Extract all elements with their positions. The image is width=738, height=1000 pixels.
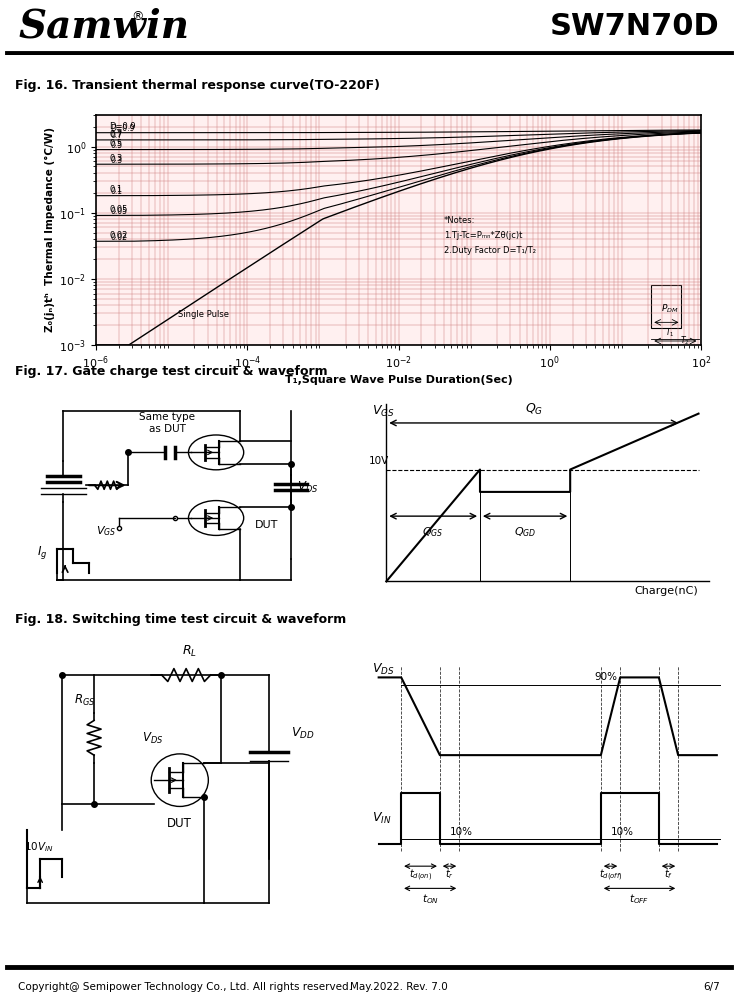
Text: 0.02: 0.02 xyxy=(109,231,128,240)
Text: Same type: Same type xyxy=(139,412,196,422)
Y-axis label: Z₀(jₙ)tʰ  Thermal Impedance (°C/W): Z₀(jₙ)tʰ Thermal Impedance (°C/W) xyxy=(45,127,55,332)
Text: D=0.9: D=0.9 xyxy=(111,124,135,133)
Text: $t_{OFF}$: $t_{OFF}$ xyxy=(630,892,649,906)
Text: $t_{d(on)}$: $t_{d(on)}$ xyxy=(409,867,432,883)
Text: $V_{GS}$: $V_{GS}$ xyxy=(95,524,116,538)
Text: $t_{ON}$: $t_{ON}$ xyxy=(421,892,438,906)
Text: DUT: DUT xyxy=(255,520,278,530)
Text: $V_{GS}$: $V_{GS}$ xyxy=(373,404,395,419)
Text: Charge(nC): Charge(nC) xyxy=(635,586,699,596)
Text: 2.Duty Factor D=T₁/T₂: 2.Duty Factor D=T₁/T₂ xyxy=(444,246,536,255)
Text: ®: ® xyxy=(131,10,144,23)
Text: $t_{d(off)}$: $t_{d(off)}$ xyxy=(599,867,622,883)
Text: 0.5: 0.5 xyxy=(109,139,123,148)
Text: $t_f$: $t_f$ xyxy=(664,867,673,881)
Text: $I_g$: $I_g$ xyxy=(38,544,48,561)
Text: Fig. 17. Gate charge test circuit & waveform: Fig. 17. Gate charge test circuit & wave… xyxy=(15,364,328,377)
Text: 0.7: 0.7 xyxy=(109,130,123,139)
Text: 0.3: 0.3 xyxy=(109,154,123,163)
Text: 10%: 10% xyxy=(449,827,472,837)
Text: D=0.9: D=0.9 xyxy=(109,122,136,131)
Text: DUT: DUT xyxy=(168,817,192,830)
Text: 0.7: 0.7 xyxy=(111,131,123,140)
Text: 10%: 10% xyxy=(610,827,633,837)
Text: $V_{DS}$: $V_{DS}$ xyxy=(142,731,163,746)
Text: $Q_{GS}$: $Q_{GS}$ xyxy=(422,525,444,539)
Text: *Notes:: *Notes: xyxy=(444,216,475,225)
Text: $T_1$: $T_1$ xyxy=(664,326,674,339)
Text: $V_{DD}$: $V_{DD}$ xyxy=(291,726,314,741)
Text: $V_{IN}$: $V_{IN}$ xyxy=(372,811,392,826)
Text: $T_2$: $T_2$ xyxy=(680,335,689,347)
Text: 90%: 90% xyxy=(594,672,618,682)
Text: 0.1: 0.1 xyxy=(111,187,123,196)
Text: $Q_G$: $Q_G$ xyxy=(525,402,543,417)
Text: $t_r$: $t_r$ xyxy=(445,867,454,881)
Text: $V_{DS}$: $V_{DS}$ xyxy=(372,662,395,677)
Text: as DUT: as DUT xyxy=(149,424,186,434)
Text: Fig. 16. Transient thermal response curve(TO-220F): Fig. 16. Transient thermal response curv… xyxy=(15,80,380,93)
Text: $R_{GS}$: $R_{GS}$ xyxy=(74,693,95,708)
Text: 0.5: 0.5 xyxy=(111,141,123,150)
Text: Fig. 18. Switching time test circuit & waveform: Fig. 18. Switching time test circuit & w… xyxy=(15,612,346,626)
Text: 0.1: 0.1 xyxy=(109,185,123,194)
Text: Copyright@ Semipower Technology Co., Ltd. All rights reserved.: Copyright@ Semipower Technology Co., Ltd… xyxy=(18,982,353,992)
Text: 0.3: 0.3 xyxy=(111,156,123,165)
Text: $10V_{IN}$: $10V_{IN}$ xyxy=(24,840,54,854)
Text: $P_{DM}$: $P_{DM}$ xyxy=(661,303,678,315)
Text: May.2022. Rev. 7.0: May.2022. Rev. 7.0 xyxy=(350,982,447,992)
Text: 0.05: 0.05 xyxy=(109,205,128,214)
Text: Samwin: Samwin xyxy=(18,7,190,45)
Text: $R_L$: $R_L$ xyxy=(182,644,197,659)
Text: 0.05: 0.05 xyxy=(111,207,128,216)
Text: 10V: 10V xyxy=(369,456,389,466)
Text: SW7N70D: SW7N70D xyxy=(550,12,720,41)
Text: 6/7: 6/7 xyxy=(703,982,720,992)
Text: 1.Tj-Tc=Pₘₙ*Zθ(jc)t: 1.Tj-Tc=Pₘₙ*Zθ(jc)t xyxy=(444,231,523,240)
Text: 0.02: 0.02 xyxy=(111,233,128,242)
Text: $Q_{GD}$: $Q_{GD}$ xyxy=(514,525,537,539)
X-axis label: T₁,Square Wave Pulse Duration(Sec): T₁,Square Wave Pulse Duration(Sec) xyxy=(285,375,512,385)
Text: $V_{DS}$: $V_{DS}$ xyxy=(297,480,319,495)
Text: Single Pulse: Single Pulse xyxy=(178,310,229,319)
